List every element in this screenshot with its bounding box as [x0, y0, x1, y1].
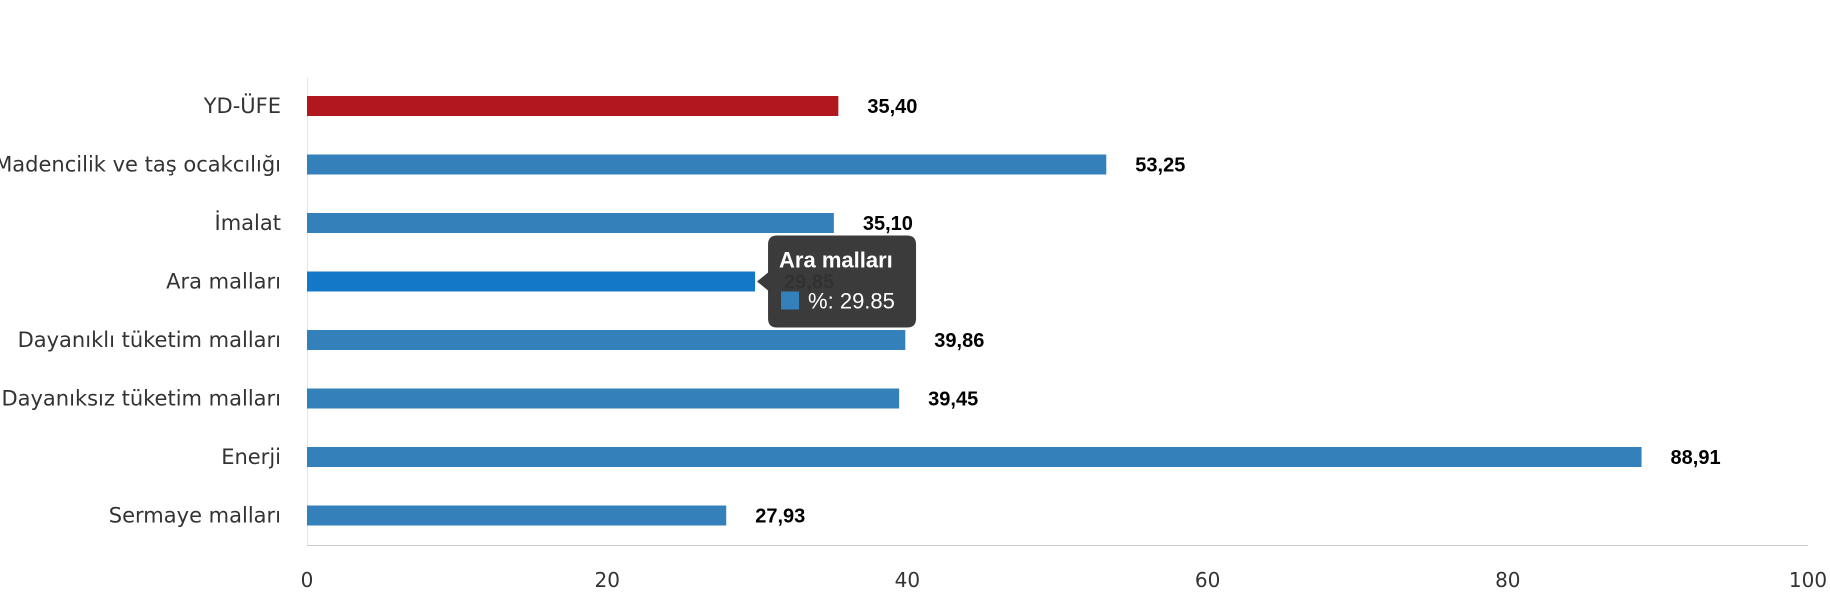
x-tick-label: 20 — [594, 568, 619, 592]
tooltip: Ara malları %: 29.85 — [757, 235, 917, 328]
category-label: Ara malları — [166, 270, 281, 294]
value-label: 88,91 — [1671, 447, 1721, 469]
value-label: 39,45 — [928, 389, 978, 411]
value-label: 35,10 — [863, 213, 913, 235]
category-label: İmalat — [215, 210, 281, 235]
value-label: 53,25 — [1135, 155, 1185, 177]
x-tick-label: 80 — [1495, 568, 1520, 592]
bar[interactable] — [307, 271, 756, 292]
category-label: Madencilik ve taş ocakcılığı — [0, 153, 281, 177]
x-tick-label: 0 — [301, 568, 314, 592]
bars — [307, 96, 1642, 526]
x-tick-label: 40 — [895, 568, 920, 592]
category-label: Enerji — [221, 445, 281, 469]
category-label: Dayanıksız tüketim malları — [1, 387, 281, 411]
bar[interactable] — [307, 505, 727, 526]
value-label: 35,40 — [867, 96, 917, 118]
x-tick-label: 60 — [1195, 568, 1220, 592]
bar[interactable] — [307, 154, 1107, 175]
tooltip-text: %: 29.85 — [808, 289, 895, 314]
bar[interactable] — [307, 330, 906, 350]
bar[interactable] — [307, 447, 1642, 467]
bar[interactable] — [307, 388, 900, 409]
bar[interactable] — [307, 213, 834, 233]
value-label: 39,86 — [934, 330, 984, 352]
value-label: 27,93 — [755, 506, 805, 528]
category-label: YD-ÜFE — [203, 93, 281, 118]
bar[interactable] — [307, 96, 839, 116]
tooltip-title: Ara malları — [779, 248, 893, 273]
category-label: Sermaye malları — [109, 504, 281, 528]
tooltip-swatch — [781, 291, 800, 310]
category-label: Dayanıklı tüketim malları — [18, 328, 281, 352]
labels: YD-ÜFE 35,40 Madencilik ve taş ocakcılığı 5… — [0, 93, 1721, 528]
axes: 0 20 40 60 80 100 — [301, 78, 1827, 592]
x-tick-label: 100 — [1789, 568, 1827, 592]
